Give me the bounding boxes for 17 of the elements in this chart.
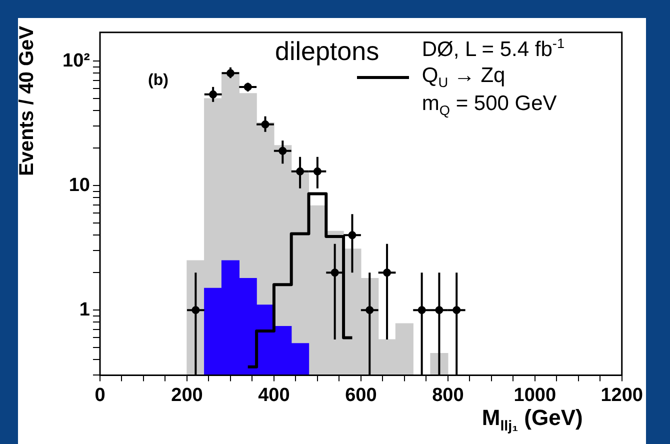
x-tick-label: 1200 <box>600 384 644 406</box>
x-tick-label: 1000 <box>514 384 556 406</box>
x-tick-label: 800 <box>432 384 464 406</box>
y-tick-label: 1 <box>79 299 90 320</box>
y-tick-label: 10² <box>62 50 90 72</box>
y-axis-title: Events / 40 GeV <box>16 26 39 176</box>
x-tick-label: 200 <box>171 384 203 406</box>
annotation: m$_{Q}$ = 500 GeV <box>422 92 557 119</box>
legend-label: Q$_{U}$ → Zq <box>422 64 506 91</box>
y-tick-label: 10 <box>68 174 90 196</box>
annotation: dileptons <box>275 36 380 68</box>
x-tick-label: 0 <box>94 384 106 406</box>
annotation: (b) <box>148 72 168 90</box>
x-axis-title: M$_{llj₁}$ (GeV) <box>482 405 583 435</box>
annotation: DØ, L = 5.4 fb$^{-1}$ <box>422 36 565 62</box>
x-tick-label: 600 <box>345 384 377 406</box>
x-tick-label: 400 <box>258 384 290 406</box>
